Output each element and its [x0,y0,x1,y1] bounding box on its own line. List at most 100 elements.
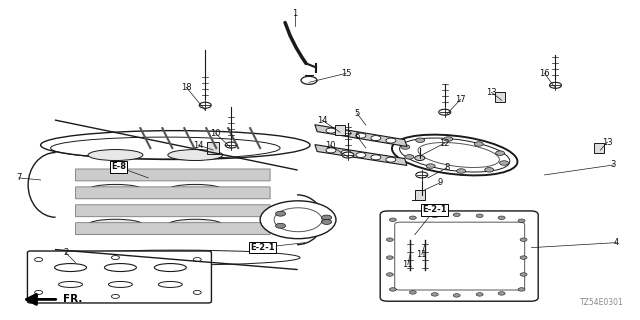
Polygon shape [315,145,407,165]
Circle shape [426,164,435,168]
Text: 11: 11 [417,250,427,259]
Circle shape [387,238,394,241]
Text: 10: 10 [324,140,335,149]
Circle shape [371,155,381,160]
Ellipse shape [168,219,223,230]
Circle shape [431,293,438,296]
Circle shape [518,219,525,222]
Text: 17: 17 [456,95,466,104]
Circle shape [225,142,237,148]
Ellipse shape [168,149,223,161]
Circle shape [276,223,285,228]
Circle shape [387,273,394,276]
Ellipse shape [392,135,518,175]
Circle shape [389,288,396,291]
Circle shape [453,213,460,217]
FancyBboxPatch shape [495,92,504,102]
Circle shape [520,238,527,241]
FancyBboxPatch shape [595,143,604,153]
Text: 13: 13 [602,138,612,147]
Circle shape [356,133,366,138]
Circle shape [439,109,451,115]
Circle shape [342,152,354,158]
Text: TZ54E0301: TZ54E0301 [580,298,623,307]
Text: FR.: FR. [63,294,82,304]
Text: 15: 15 [340,69,351,78]
Text: 3: 3 [611,160,616,170]
Ellipse shape [88,219,143,230]
Text: E-2-1: E-2-1 [250,243,275,252]
Circle shape [457,169,466,173]
Circle shape [322,215,332,220]
Text: 12: 12 [440,139,450,148]
FancyBboxPatch shape [76,223,270,235]
Text: 9: 9 [437,179,442,188]
Text: 11: 11 [403,260,413,269]
Text: 1: 1 [292,9,298,18]
Circle shape [326,148,336,153]
Circle shape [386,157,396,162]
Circle shape [476,214,483,218]
Circle shape [326,128,336,133]
Circle shape [518,288,525,291]
Circle shape [410,291,416,294]
Polygon shape [315,125,407,147]
Text: E-2-1: E-2-1 [422,205,447,214]
Text: 4: 4 [614,238,619,247]
Text: 8: 8 [444,164,449,172]
FancyBboxPatch shape [415,190,425,200]
Circle shape [356,153,366,157]
Circle shape [431,214,438,218]
Circle shape [520,273,527,276]
Circle shape [410,216,416,220]
Circle shape [405,155,414,159]
Circle shape [322,220,332,224]
Circle shape [520,256,527,259]
Circle shape [453,294,460,297]
Circle shape [276,211,285,216]
Circle shape [500,161,509,165]
Circle shape [415,156,425,161]
Ellipse shape [88,149,143,161]
Circle shape [199,102,211,108]
FancyBboxPatch shape [395,222,525,290]
Text: E-8: E-8 [111,163,126,172]
Circle shape [498,292,505,295]
Circle shape [341,150,351,155]
Circle shape [389,218,396,221]
Circle shape [474,142,483,146]
Circle shape [341,131,351,136]
Circle shape [387,256,394,259]
Circle shape [495,151,504,156]
FancyBboxPatch shape [76,205,270,217]
Text: 6: 6 [354,132,360,140]
Circle shape [371,136,381,140]
Circle shape [401,145,410,149]
Text: 14: 14 [193,140,204,149]
Text: 10: 10 [210,129,220,138]
Text: 18: 18 [181,83,191,92]
Circle shape [416,138,425,142]
FancyBboxPatch shape [207,142,220,154]
Text: 2: 2 [63,248,68,257]
Circle shape [484,168,493,172]
FancyBboxPatch shape [380,211,538,301]
Ellipse shape [88,184,143,195]
Text: 5: 5 [355,109,360,118]
Text: 14: 14 [317,116,327,125]
FancyBboxPatch shape [335,125,345,135]
Circle shape [386,138,396,143]
FancyBboxPatch shape [76,169,270,181]
Circle shape [550,82,561,88]
FancyBboxPatch shape [76,187,270,199]
Circle shape [498,216,505,220]
Text: 13: 13 [486,88,497,97]
Text: 16: 16 [539,69,550,78]
Circle shape [444,137,452,141]
Circle shape [260,201,336,239]
FancyBboxPatch shape [28,251,211,303]
Circle shape [476,293,483,296]
Text: 7: 7 [16,173,21,182]
Ellipse shape [168,184,223,195]
Circle shape [416,172,428,178]
